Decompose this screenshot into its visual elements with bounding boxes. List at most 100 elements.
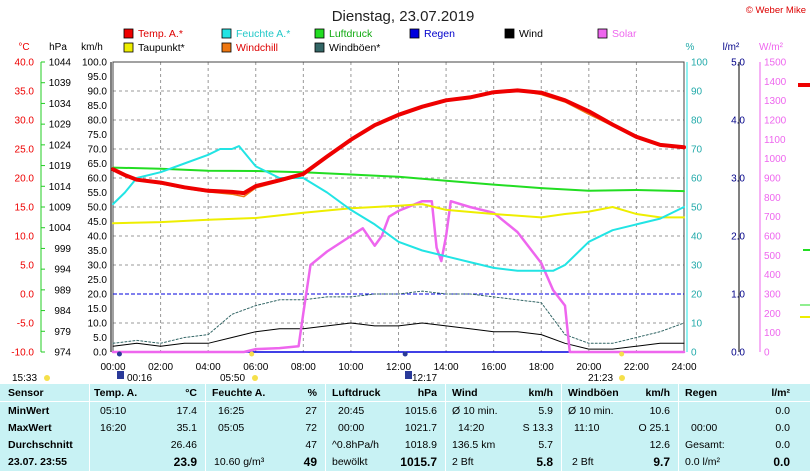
stats-wind-column: Wind km/h Ø 10 min. 5.9 14:20 S 13.3 136… — [446, 384, 561, 471]
humidity-tick-label: 70 — [691, 145, 703, 156]
temp-tick-label: 0.0 — [20, 290, 34, 301]
humidity-min-time: 16:25 — [218, 405, 245, 417]
gust-avg10-label: Ø 10 min. — [568, 405, 614, 417]
humidity-tick-label: 10 — [691, 319, 703, 330]
temp-tick-label: 10.0 — [15, 232, 35, 243]
pressure-tick-label: 979 — [54, 327, 71, 338]
legend-label: Luftdruck — [329, 28, 373, 40]
weather-chart: 00:00 02:00 04:00 06:00 08:00 10:00 12:00 14:00… — [11, 5, 810, 384]
pressure-avg-value: 1018.9 — [404, 439, 437, 451]
sun-time-label: 21:23 — [588, 373, 613, 384]
solar-axis-label: W/m² — [759, 42, 784, 53]
speed-tick-label: 35.0 — [88, 246, 108, 257]
speed-tick-label: 25.0 — [88, 275, 108, 286]
gust-unit: km/h — [645, 387, 670, 399]
pressure-unit: hPa — [417, 387, 437, 399]
speed-tick-label: 60.0 — [88, 174, 108, 185]
sun-time-label: 12:17 — [412, 373, 437, 384]
speed-tick-label: 15.0 — [88, 304, 108, 315]
wind-avg-value: 5.7 — [538, 439, 553, 451]
legend-label: Feuchte A.* — [236, 28, 290, 40]
pressure-axis-label: hPa — [49, 42, 67, 53]
speed-tick-label: 95.0 — [88, 72, 108, 83]
pressure-min-value: 1015.6 — [404, 405, 437, 417]
solar-tick-label: 1300 — [764, 96, 787, 107]
legend-swatch — [314, 42, 325, 53]
rain-tick-label: 0.0 — [731, 348, 745, 359]
rain-total-label: Gesamt: — [685, 439, 725, 451]
legend-swatch — [123, 28, 134, 39]
speed-tick-label: 90.0 — [88, 87, 108, 98]
humidity-tick-label: 90 — [691, 87, 703, 98]
humidity-max-time: 05:05 — [218, 422, 245, 434]
rain-min-value: 0.0 — [775, 405, 790, 417]
pressure-tick-label: 994 — [54, 265, 71, 276]
rain-tick-label: 4.0 — [731, 116, 745, 127]
pressure-tick-label: 1009 — [49, 203, 72, 214]
time-axis-marker — [619, 351, 625, 357]
pressure-tick-label: 1029 — [49, 120, 72, 131]
gust-current-value: 9.7 — [653, 455, 670, 469]
wind-distance: 136.5 km — [452, 439, 496, 451]
solar-tick-label: 1100 — [764, 135, 786, 146]
stats-humidity-column: Feuchte A. % 16:25 27 05:05 72 47 10.60 … — [206, 384, 325, 471]
sun-icon — [44, 375, 50, 381]
wind-title: Wind — [452, 387, 478, 399]
speed-tick-label: 50.0 — [88, 203, 108, 214]
wind-max-time: 14:20 — [458, 422, 485, 434]
humidity-tick-label: 80 — [691, 116, 703, 127]
rain-unit: l/m² — [771, 387, 790, 399]
solar-tick-label: 1500 — [764, 58, 787, 69]
speed-tick-label: 65.0 — [88, 159, 108, 170]
temp-title: Temp. A. — [94, 387, 138, 399]
temp-tick-label: -5.0 — [17, 319, 35, 330]
pressure-tick-label: 1044 — [49, 58, 72, 69]
solar-tick-label: 500 — [764, 251, 781, 262]
pressure-max-time: 00:00 — [338, 422, 365, 434]
x-tick-label: 14:00 — [434, 362, 459, 373]
solar-tick-label: 200 — [764, 309, 781, 320]
gust-beaufort: 2 Bft — [572, 456, 594, 468]
sun-times: 15:33 00:16 05:50 12:17 21:23 — [12, 351, 625, 384]
axes: 00:00 02:00 04:00 06:00 08:00 10:00 12:00 14:00… — [11, 42, 786, 373]
speed-tick-label: 0.0 — [93, 348, 107, 359]
humidity-tick-label: 100 — [691, 58, 708, 69]
pressure-tick-label: 989 — [54, 285, 71, 296]
humidity-tick-label: 30 — [691, 261, 703, 272]
pressure-tick-label: 1039 — [49, 78, 72, 89]
pressure-tick-label: 1004 — [49, 223, 72, 234]
temp-max-value: 35.1 — [176, 422, 197, 434]
stats-rain-column: Regen l/m² 0.0 00:00 0.0 Gesamt: 0.0 0.0… — [679, 384, 810, 471]
temp-tick-label: 15.0 — [15, 203, 35, 214]
row-label-current: 23.07. 23:55 — [8, 456, 67, 468]
pressure-trend: ^0.8hPa/h — [332, 439, 379, 451]
temp-axis-label: °C — [18, 42, 29, 53]
humidity-tick-label: 60 — [691, 174, 703, 185]
temp-current-value: 23.9 — [173, 455, 197, 469]
pressure-tick-label: 974 — [54, 348, 71, 359]
row-label-max: MaxWert — [8, 422, 52, 434]
speed-tick-label: 55.0 — [88, 188, 108, 199]
rain-tick-label: 1.0 — [731, 290, 745, 301]
humidity-axis-label: % — [686, 42, 695, 53]
legend-swatch — [409, 28, 420, 39]
solar-tick-label: 1200 — [764, 116, 787, 127]
x-tick-label: 10:00 — [338, 362, 363, 373]
copyright-text: © Weber Mike — [746, 5, 806, 16]
speed-tick-label: 85.0 — [88, 101, 108, 112]
legend-label: Temp. A.* — [138, 28, 183, 40]
series-line-luftdruck — [112, 166, 685, 193]
temp-tick-label: 25.0 — [15, 145, 35, 156]
legend-swatch — [597, 28, 608, 39]
pressure-max-value: 1021.7 — [404, 422, 437, 434]
time-axis-marker — [249, 351, 255, 357]
chart-title: Dienstag, 23.07.2019 — [332, 8, 475, 25]
x-tick-label: 08:00 — [291, 362, 316, 373]
grid — [112, 61, 685, 353]
pressure-tick-label: 1034 — [49, 99, 72, 110]
temp-tick-label: 30.0 — [15, 116, 35, 127]
humidity-title: Feuchte A. — [212, 387, 266, 399]
sun-icon — [252, 375, 258, 381]
pressure-tick-label: 999 — [54, 244, 71, 255]
x-tick-label: 12:00 — [386, 362, 411, 373]
